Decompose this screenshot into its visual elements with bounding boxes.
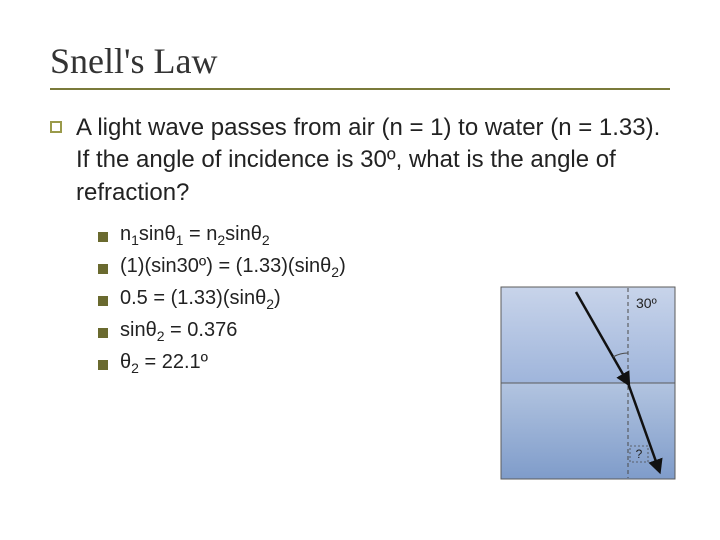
solid-bullet-icon [98,264,108,274]
solid-bullet-icon [98,296,108,306]
step-text: sinθ2 = 0.376 [120,319,237,344]
solid-bullet-icon [98,328,108,338]
svg-text:30º: 30º [636,295,657,311]
outline-bullet-icon [50,121,62,133]
refraction-diagram: 30º? [500,286,676,480]
step-row: (1)(sin30º) = (1.33)(sinθ2) [98,255,670,280]
step-text: (1)(sin30º) = (1.33)(sinθ2) [120,255,346,280]
step-text: n1sinθ1 = n2sinθ2 [120,223,270,248]
svg-text:?: ? [636,447,643,461]
step-row: n1sinθ1 = n2sinθ2 [98,223,670,248]
step-text: θ2 = 22.1º [120,351,208,376]
question-text: A light wave passes from air (n = 1) to … [76,112,670,209]
solid-bullet-icon [98,360,108,370]
question-row: A light wave passes from air (n = 1) to … [50,112,670,209]
solid-bullet-icon [98,232,108,242]
step-text: 0.5 = (1.33)(sinθ2) [120,287,281,312]
page-title: Snell's Law [50,40,670,90]
